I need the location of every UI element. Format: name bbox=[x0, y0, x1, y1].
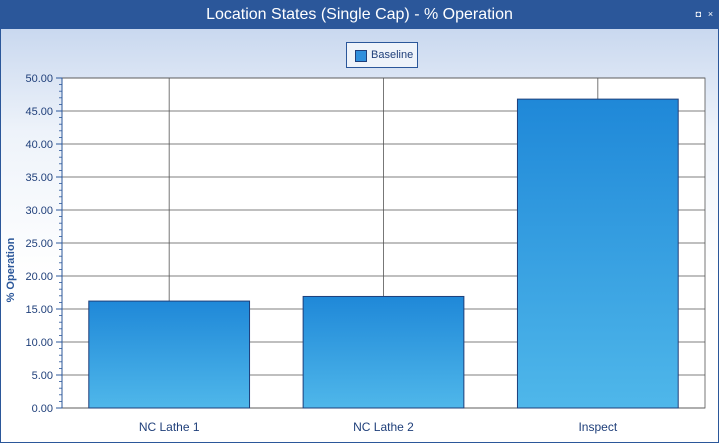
x-tick-label: NC Lathe 1 bbox=[139, 420, 200, 434]
restore-icon[interactable]: ◘ bbox=[695, 9, 702, 19]
y-tick-label: 20.00 bbox=[25, 271, 53, 283]
bar-chart: 0.00 5.00 10.00 15.00 20.00 25.00 30.00 35.00 40… bbox=[25, 73, 706, 434]
y-axis-label: % Operation bbox=[5, 237, 17, 303]
legend: Baseline bbox=[346, 42, 418, 68]
bar-inspect[interactable] bbox=[516, 98, 679, 409]
y-tick-label: 25.00 bbox=[25, 238, 53, 250]
y-tick-label: 5.00 bbox=[32, 370, 53, 382]
y-tick-label: 35.00 bbox=[25, 172, 53, 184]
y-tick-label: 10.00 bbox=[25, 337, 53, 349]
y-tick-label: 30.00 bbox=[25, 205, 53, 217]
chart-area: 0.00 5.00 10.00 15.00 20.00 25.00 30.00 35.00 40… bbox=[1, 29, 718, 442]
y-tick-label: 45.00 bbox=[25, 106, 53, 118]
bar-nc-lathe-1[interactable] bbox=[88, 300, 251, 409]
y-tick-label: 0.00 bbox=[32, 403, 53, 415]
window-title: Location States (Single Cap) - % Operati… bbox=[206, 6, 513, 23]
legend-swatch-baseline bbox=[355, 50, 367, 62]
x-tick-label: Inspect bbox=[578, 420, 617, 434]
title-bar: Location States (Single Cap) - % Operati… bbox=[1, 1, 718, 29]
legend-label-baseline: Baseline bbox=[371, 49, 414, 61]
y-tick-label: 15.00 bbox=[25, 304, 53, 316]
close-icon[interactable]: × bbox=[707, 9, 714, 19]
x-tick-label: NC Lathe 2 bbox=[353, 420, 414, 434]
y-tick-label: 50.00 bbox=[25, 73, 53, 85]
y-tick-label: 40.00 bbox=[25, 139, 53, 151]
bar-nc-lathe-2[interactable] bbox=[302, 295, 465, 409]
